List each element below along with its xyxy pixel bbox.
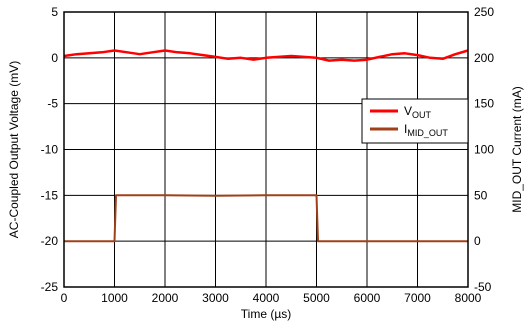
x-tick-label: 1000 xyxy=(101,291,128,305)
legend-label-imid-out-sub: MID_OUT xyxy=(407,128,448,138)
series-line-vout xyxy=(63,49,469,62)
y-right-tick-label: 200 xyxy=(474,51,494,65)
y-right-tick-label: 0 xyxy=(474,234,481,248)
x-tick-label: 2000 xyxy=(152,291,179,305)
legend-label-vout-sub: OUT xyxy=(412,110,432,120)
plot-series xyxy=(63,49,469,243)
y-left-tick-label: -10 xyxy=(41,143,59,157)
legend-label-vout-main: V xyxy=(404,104,412,118)
x-tick-label: 3000 xyxy=(202,291,229,305)
series-line-imid-out xyxy=(64,194,468,243)
x-tick-label: 4000 xyxy=(253,291,280,305)
tick-labels: 0 1000 2000 3000 4000 5000 6000 7000 8000-25-20-… xyxy=(41,5,495,305)
y-right-tick-label: 250 xyxy=(474,5,494,19)
y-right-axis-title: MID_OUT Current (mA) xyxy=(510,86,524,212)
y-left-tick-label: 0 xyxy=(51,51,58,65)
y-right-tick-label: 50 xyxy=(474,188,488,202)
legend: VOUT IMID_OUT xyxy=(361,98,469,144)
x-tick-label: 6000 xyxy=(354,291,381,305)
y-left-tick-label: -25 xyxy=(41,280,59,294)
legend-box xyxy=(361,98,469,144)
legend-label-vout: VOUT xyxy=(404,104,432,120)
y-left-axis-title: AC-Coupled Output Voltage (mV) xyxy=(7,61,21,238)
y-right-tick-label: 100 xyxy=(474,143,494,157)
legend-label-imid-out-main: I xyxy=(404,122,407,136)
x-tick-label: 5000 xyxy=(303,291,330,305)
y-left-tick-label: -5 xyxy=(47,97,58,111)
x-tick-label: 7000 xyxy=(404,291,431,305)
legend-label-imid-out: IMID_OUT xyxy=(404,122,448,138)
x-axis-title: Time (µs) xyxy=(241,307,291,321)
y-right-tick-label: 150 xyxy=(474,97,494,111)
x-tick-label: 8000 xyxy=(455,291,482,305)
plot-frame xyxy=(63,11,469,288)
y-left-tick-label: 5 xyxy=(51,5,58,19)
y-left-tick-label: -15 xyxy=(41,188,59,202)
y-left-tick-label: -20 xyxy=(41,234,59,248)
x-tick-label: 0 xyxy=(61,291,68,305)
y-right-tick-label: -50 xyxy=(474,280,492,294)
